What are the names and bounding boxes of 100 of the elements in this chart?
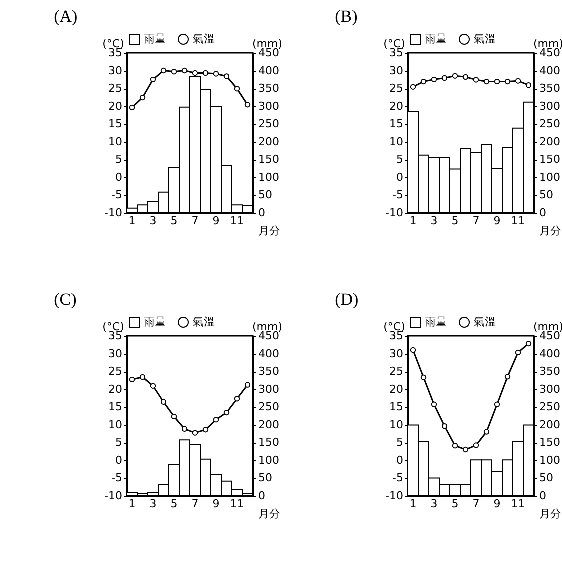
y-tick-label: 20: [108, 100, 122, 113]
x-tick-label: 3: [430, 498, 438, 510]
y-tick-label: 0: [396, 454, 404, 467]
y2-tick-label: 0: [540, 206, 546, 220]
y2-tick-label: 350: [540, 365, 560, 378]
point: [234, 86, 240, 92]
point: [420, 78, 427, 85]
x-tick-label: 5: [170, 498, 178, 510]
y2-tick-label: 200: [258, 418, 280, 432]
legend-label: 氣溫: [474, 316, 496, 328]
y2-tick-label: 50: [540, 188, 554, 202]
y2-tick-label: 200: [540, 135, 560, 148]
y-tick-label: 10: [390, 135, 404, 148]
point: [484, 78, 490, 85]
point: [462, 74, 469, 80]
point: [462, 446, 469, 453]
y-axis-title: (°C): [384, 320, 406, 334]
point: [431, 76, 438, 83]
point: [171, 414, 178, 420]
x-tick-label: 1: [128, 498, 136, 510]
y2-tick-label: 150: [540, 153, 560, 166]
point: [182, 68, 188, 74]
x-tick-label: 5: [170, 214, 178, 228]
point: [442, 423, 448, 430]
legend-label: 雨量: [425, 32, 447, 46]
y2-tick-label: 300: [540, 100, 560, 113]
point: [213, 417, 220, 423]
point: [473, 442, 480, 448]
y-tick-label: 10: [108, 418, 122, 432]
x-tick-label: 9: [212, 498, 220, 510]
y2-tick-label: 400: [258, 64, 280, 78]
point: [515, 350, 522, 356]
y2-tick-label: 400: [540, 347, 560, 360]
y-tick-label: 0: [116, 170, 122, 184]
point: [160, 399, 167, 405]
point: [171, 69, 178, 75]
y2-tick-label: 350: [540, 82, 560, 96]
y2-tick-label: 400: [540, 64, 560, 78]
x-tick-label: 7: [192, 214, 199, 228]
legend-label: 氣溫: [193, 316, 215, 328]
y2-tick-label: 300: [540, 382, 560, 396]
point: [129, 376, 136, 383]
point: [473, 77, 480, 83]
x-tick-label: 7: [472, 214, 480, 228]
x-tick-label: 7: [192, 498, 199, 510]
y-tick-label: 20: [390, 382, 404, 396]
y-tick-label: -10: [386, 206, 404, 220]
y-axis-title: (°C): [102, 320, 124, 334]
y2-tick-label: 250: [540, 118, 560, 131]
point: [213, 71, 220, 77]
y-tick-label: 20: [108, 382, 122, 396]
y2-tick-label: 250: [258, 400, 280, 414]
y-tick-label: -5: [112, 188, 122, 202]
x-axis-title: 月分: [258, 224, 280, 238]
y2-tick-label: 350: [258, 365, 280, 378]
legend-label: 雨量: [425, 316, 447, 328]
x-tick-label: 11: [230, 214, 244, 228]
point: [244, 102, 251, 108]
point: [526, 340, 532, 347]
y-tick-label: -5: [112, 472, 122, 485]
y2-tick-label: 50: [258, 188, 272, 202]
x-tick-label: 1: [410, 214, 417, 228]
point: [192, 430, 198, 436]
point: [452, 443, 458, 449]
y2-tick-label: 150: [258, 436, 280, 450]
x-tick-label: 9: [212, 214, 220, 228]
point: [494, 78, 500, 85]
y-tick-label: 5: [116, 436, 122, 450]
y-tick-label: -10: [104, 206, 122, 220]
y-tick-label: 5: [396, 436, 404, 450]
y-tick-label: 30: [108, 347, 122, 360]
y-axis-title: (°C): [102, 38, 124, 50]
y2-tick-label: 100: [540, 170, 560, 184]
y2-tick-label: 50: [258, 472, 272, 485]
y-tick-label: 0: [116, 454, 122, 467]
point: [182, 426, 188, 432]
point: [526, 82, 532, 88]
x-tick-label: 5: [452, 498, 459, 510]
chart-title: (C): [54, 290, 77, 309]
y2-tick-label: 0: [258, 206, 266, 220]
point: [224, 410, 230, 416]
point: [234, 396, 240, 402]
y-tick-label: 25: [108, 365, 122, 378]
y-tick-label: -5: [392, 472, 404, 485]
x-tick-label: 3: [150, 214, 157, 228]
x-axis-title: 月分: [258, 508, 280, 520]
point: [192, 70, 198, 76]
y-tick-label: -10: [104, 490, 122, 502]
x-tick-label: 7: [472, 498, 480, 510]
y2-tick-label: 300: [258, 100, 280, 113]
point: [484, 429, 490, 435]
point: [129, 104, 136, 111]
y2-tick-label: 250: [540, 400, 560, 414]
y-tick-label: -5: [392, 188, 404, 202]
y-tick-label: 0: [396, 170, 404, 184]
y2-tick-label: 100: [258, 454, 280, 467]
y2-tick-label: 200: [540, 418, 560, 432]
y2-tick-label: 50: [540, 472, 554, 485]
point: [150, 76, 156, 83]
point: [202, 70, 209, 76]
